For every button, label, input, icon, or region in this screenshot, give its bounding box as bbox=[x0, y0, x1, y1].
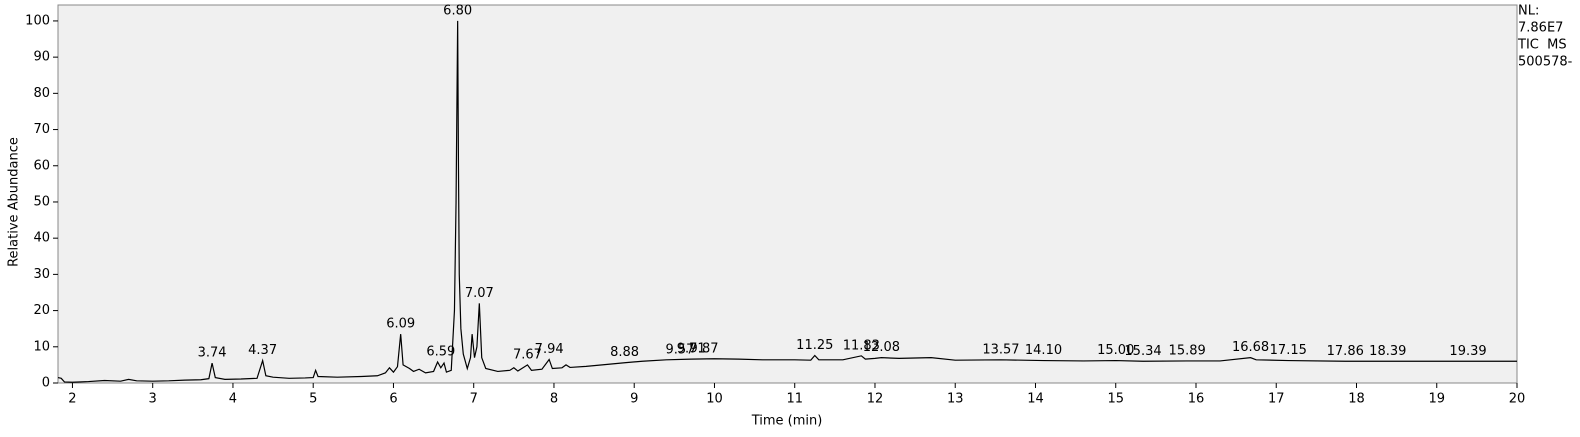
x-tick-label: 20 bbox=[1509, 392, 1526, 407]
y-tick-label: 0 bbox=[42, 376, 50, 391]
y-tick-label: 70 bbox=[33, 122, 50, 137]
peak-label: 7.67 bbox=[513, 347, 542, 362]
peak-label: 9.71 bbox=[677, 342, 706, 357]
x-tick-label: 14 bbox=[1027, 392, 1044, 407]
peak-label: 17.15 bbox=[1270, 343, 1307, 358]
y-tick-label: 100 bbox=[25, 13, 50, 28]
x-tick-label: 10 bbox=[706, 392, 723, 407]
y-axis-label: Relative Abundance bbox=[7, 137, 22, 267]
x-tick-label: 8 bbox=[550, 392, 558, 407]
x-tick-label: 9 bbox=[630, 392, 638, 407]
peak-label: 9.57 bbox=[665, 343, 694, 358]
peak-label: 16.68 bbox=[1232, 340, 1269, 355]
peak-label: 13.57 bbox=[982, 342, 1019, 357]
peak-label: 11.83 bbox=[843, 338, 880, 353]
peak-label: 8.88 bbox=[610, 345, 639, 360]
y-tick-label: 40 bbox=[33, 231, 50, 246]
x-tick-label: 15 bbox=[1107, 392, 1124, 407]
peak-label: 12.08 bbox=[863, 340, 900, 355]
x-tick-label: 13 bbox=[947, 392, 964, 407]
x-tick-label: 4 bbox=[229, 392, 237, 407]
side-note: NL: bbox=[1518, 4, 1539, 19]
peak-label: 9.87 bbox=[690, 342, 719, 357]
y-tick-label: 50 bbox=[33, 194, 50, 209]
y-tick-label: 20 bbox=[33, 303, 50, 318]
x-tick-label: 11 bbox=[786, 392, 803, 407]
peak-label: 7.07 bbox=[465, 286, 494, 301]
x-tick-label: 7 bbox=[470, 392, 478, 407]
peak-label: 15.89 bbox=[1169, 343, 1206, 358]
peak-label: 18.39 bbox=[1369, 344, 1406, 359]
plot-area bbox=[57, 4, 1518, 384]
peak-label: 15.34 bbox=[1124, 344, 1161, 359]
peak-label: 14.10 bbox=[1025, 343, 1062, 358]
x-tick-label: 6 bbox=[389, 392, 397, 407]
y-tick-label: 90 bbox=[33, 50, 50, 65]
peak-label: 7.94 bbox=[535, 342, 564, 357]
x-tick-label: 17 bbox=[1268, 392, 1285, 407]
y-tick-label: 30 bbox=[33, 267, 50, 282]
peak-label: 11.25 bbox=[796, 338, 833, 353]
y-tick-label: 10 bbox=[33, 339, 50, 354]
x-axis-label: Time (min) bbox=[751, 414, 823, 429]
trace bbox=[57, 20, 1517, 383]
side-note: 7.86E7 bbox=[1518, 21, 1563, 36]
y-tick-label: 80 bbox=[33, 86, 50, 101]
x-tick-label: 19 bbox=[1428, 392, 1445, 407]
peak-label: 19.39 bbox=[1449, 344, 1486, 359]
peak-label: 6.59 bbox=[426, 345, 455, 360]
peak-label: 4.37 bbox=[248, 343, 277, 358]
side-note: TIC MS bbox=[1517, 38, 1567, 53]
x-tick-label: 16 bbox=[1188, 392, 1205, 407]
peak-label: 6.80 bbox=[443, 3, 472, 18]
x-tick-label: 2 bbox=[68, 392, 76, 407]
peak-label: 3.74 bbox=[198, 346, 227, 361]
x-tick-label: 18 bbox=[1348, 392, 1365, 407]
peak-label: 17.86 bbox=[1327, 344, 1364, 359]
peak-label: 6.09 bbox=[386, 317, 415, 332]
peak-label: 15.00 bbox=[1097, 343, 1134, 358]
x-tick-label: 3 bbox=[149, 392, 157, 407]
x-tick-label: 5 bbox=[309, 392, 317, 407]
x-tick-label: 12 bbox=[867, 392, 884, 407]
side-note: 500578- bbox=[1518, 55, 1573, 70]
y-tick-label: 60 bbox=[33, 158, 50, 173]
